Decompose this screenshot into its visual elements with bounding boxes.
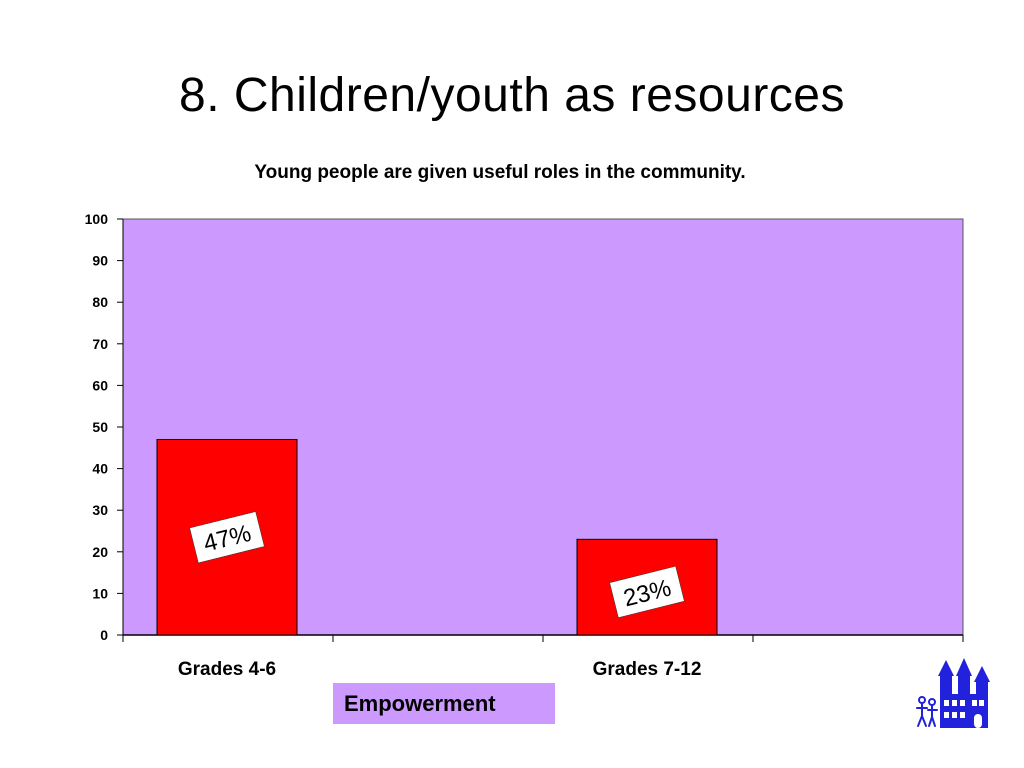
y-tick-label: 20 [92,544,108,560]
y-tick-label: 10 [92,585,108,601]
y-tick-label: 0 [100,627,108,643]
bars: Grades 4-6 47% Grades 7-12 23% [156,438,718,680]
category-label: Grades 4-6 [178,659,276,680]
data-label-box [189,511,265,564]
data-label: 23% [609,565,685,618]
chart-title: Young people are given useful roles in t… [254,162,746,183]
y-tick-label: 60 [92,377,108,393]
data-label-box [609,565,685,618]
y-tick-label: 90 [92,253,108,269]
y-tick-label: 50 [92,419,108,435]
x-axis [122,634,964,642]
y-tick-label: 40 [92,461,108,477]
y-tick-label: 70 [92,336,108,352]
y-tick-label: 100 [85,211,109,227]
y-axis: 0 10 20 30 40 50 60 70 80 90 100 [85,211,124,643]
castle-logo-icon [916,658,990,728]
empowerment-label: Empowerment [333,683,555,724]
category-label: Grades 7-12 [593,659,702,680]
slide-title: 8. Children/youth as resources [179,69,845,122]
data-label: 47% [189,511,265,564]
y-tick-label: 30 [92,502,108,518]
y-tick-label: 80 [92,294,108,310]
